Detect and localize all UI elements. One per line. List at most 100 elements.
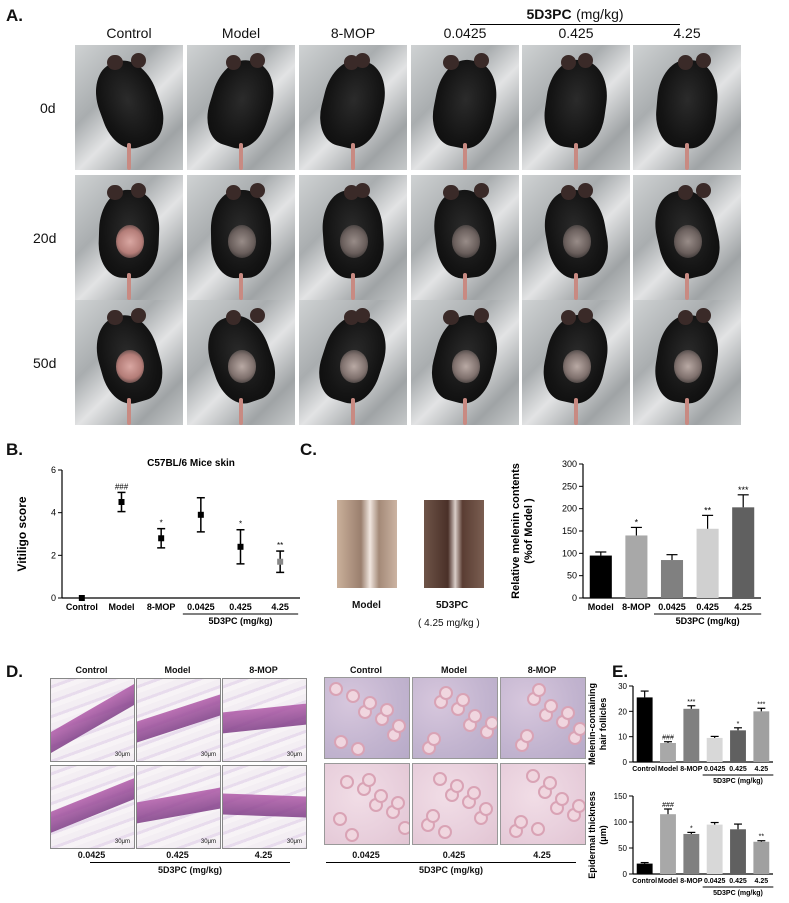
histology-image: 30μm <box>50 678 135 762</box>
bar <box>707 738 723 762</box>
col-header: 4.25 <box>632 25 742 41</box>
x-tick-label: 4.25 <box>755 766 769 773</box>
panel-d-letter: D. <box>6 662 23 682</box>
group-label: 5D3PC (mg/kg) <box>676 616 740 626</box>
y-tick-label: 150 <box>562 526 577 536</box>
group-unit: (mg/kg) <box>576 6 623 22</box>
x-tick-label: Control <box>66 602 98 612</box>
histology-image: 30μm <box>136 678 221 762</box>
row-label: 0d <box>40 100 56 116</box>
y-tick-label: 300 <box>562 459 577 469</box>
mouse-photo <box>187 45 295 170</box>
y-tick-label: 10 <box>618 733 627 742</box>
melenin-contents-chart: 050100150200250300Relative melenin conte… <box>505 452 775 642</box>
x-tick-label: 0.0425 <box>704 878 726 885</box>
y-tick-label: 6 <box>51 465 56 475</box>
scale-bar-label: 30μm <box>287 839 302 845</box>
significance-mark: *** <box>757 701 765 708</box>
y-tick-label: 150 <box>614 792 628 801</box>
group-header-a: 5D3PC (mg/kg) <box>470 6 680 24</box>
bar <box>753 842 769 874</box>
photo-sublabel: ( 4.25 mg/kg ) <box>418 618 480 629</box>
bar <box>625 535 647 598</box>
section-group-line <box>326 862 576 863</box>
significance-mark: *** <box>738 485 749 495</box>
group-label: 5D3PC <box>526 6 571 22</box>
section-bottom-label: 4.25 <box>500 850 584 860</box>
significance-mark: * <box>160 519 163 528</box>
y-tick-label: 2 <box>51 550 56 560</box>
histo-group-label: 5D3PC (mg/kg) <box>90 865 290 875</box>
bar <box>637 697 653 762</box>
x-tick-label: 4.25 <box>271 602 289 612</box>
y-tick-label: 250 <box>562 481 577 491</box>
significance-mark: * <box>690 825 693 832</box>
bar <box>732 507 754 598</box>
mouse-photo <box>299 300 407 425</box>
row-label: 50d <box>33 355 56 371</box>
x-tick-label: 0.0425 <box>187 602 215 612</box>
section-col-label: Control <box>324 665 408 675</box>
mouse-photo <box>411 45 519 170</box>
data-point <box>119 499 125 505</box>
col-header: Control <box>74 25 184 41</box>
mouse-photo <box>75 45 183 170</box>
significance-mark: * <box>737 721 740 728</box>
photo-label-5d3pc: 5D3PC <box>436 600 468 611</box>
mouse-photo <box>187 175 295 300</box>
section-image <box>412 677 498 759</box>
y-tick-label: 4 <box>51 508 56 518</box>
y-tick-label: 0 <box>51 593 56 603</box>
section-group-label: 5D3PC (mg/kg) <box>326 865 576 875</box>
y-tick-label: 0 <box>572 593 577 603</box>
data-point <box>198 512 204 518</box>
y-tick-label: 100 <box>562 548 577 558</box>
x-tick-label: 0.425 <box>229 602 252 612</box>
y-tick-label: 200 <box>562 504 577 514</box>
histology-image: 30μm <box>222 765 307 849</box>
x-tick-label: 4.25 <box>755 878 769 885</box>
x-tick-label: Model <box>588 602 614 612</box>
chart-title: C57BL/6 Mice skin <box>147 458 235 469</box>
y-tick-label: 0 <box>623 870 628 879</box>
section-bottom-label: 0.0425 <box>324 850 408 860</box>
bar <box>697 529 719 598</box>
x-tick-label: 0.425 <box>696 602 719 612</box>
y-axis-label: Melenin-containing <box>587 683 597 765</box>
bar <box>660 743 676 762</box>
mouse-photo <box>299 45 407 170</box>
mouse-photo <box>522 45 630 170</box>
significance-mark: ### <box>115 482 129 491</box>
data-point <box>277 559 283 565</box>
section-col-label: 8-MOP <box>500 665 584 675</box>
col-header: 0.425 <box>521 25 631 41</box>
bar <box>637 864 653 874</box>
mouse-photo <box>411 175 519 300</box>
significance-mark: ** <box>759 834 765 841</box>
hair-follicles-chart: 0 10 20 30 Melenin-containing hair follicles #… <box>585 676 785 788</box>
y-tick-label: 30 <box>618 682 627 691</box>
panel-c-letter: C. <box>300 440 317 460</box>
section-image <box>412 763 498 845</box>
histo-col-label: Control <box>50 665 133 675</box>
scale-bar-label: 30μm <box>201 752 216 758</box>
x-tick-label: 0.425 <box>729 766 747 773</box>
data-point <box>79 595 85 601</box>
x-tick-label: 4.25 <box>734 602 752 612</box>
x-tick-label: Model <box>109 602 135 612</box>
histo-bottom-label: 0.0425 <box>50 850 133 860</box>
mouse-photo <box>633 45 741 170</box>
y-tick-label: 0 <box>623 758 628 767</box>
mouse-photo <box>75 300 183 425</box>
mouse-photo <box>187 300 295 425</box>
data-point <box>158 535 164 541</box>
x-tick-label: Control <box>632 766 657 773</box>
group-label: 5D3PC (mg/kg) <box>713 890 763 897</box>
histo-col-label: Model <box>136 665 219 675</box>
significance-mark: ### <box>662 735 674 742</box>
col-header: 8-MOP <box>298 25 408 41</box>
x-tick-label: 8-MOP <box>680 878 703 885</box>
group-label: 5D3PC (mg/kg) <box>713 778 763 785</box>
significance-mark: ** <box>277 541 283 550</box>
